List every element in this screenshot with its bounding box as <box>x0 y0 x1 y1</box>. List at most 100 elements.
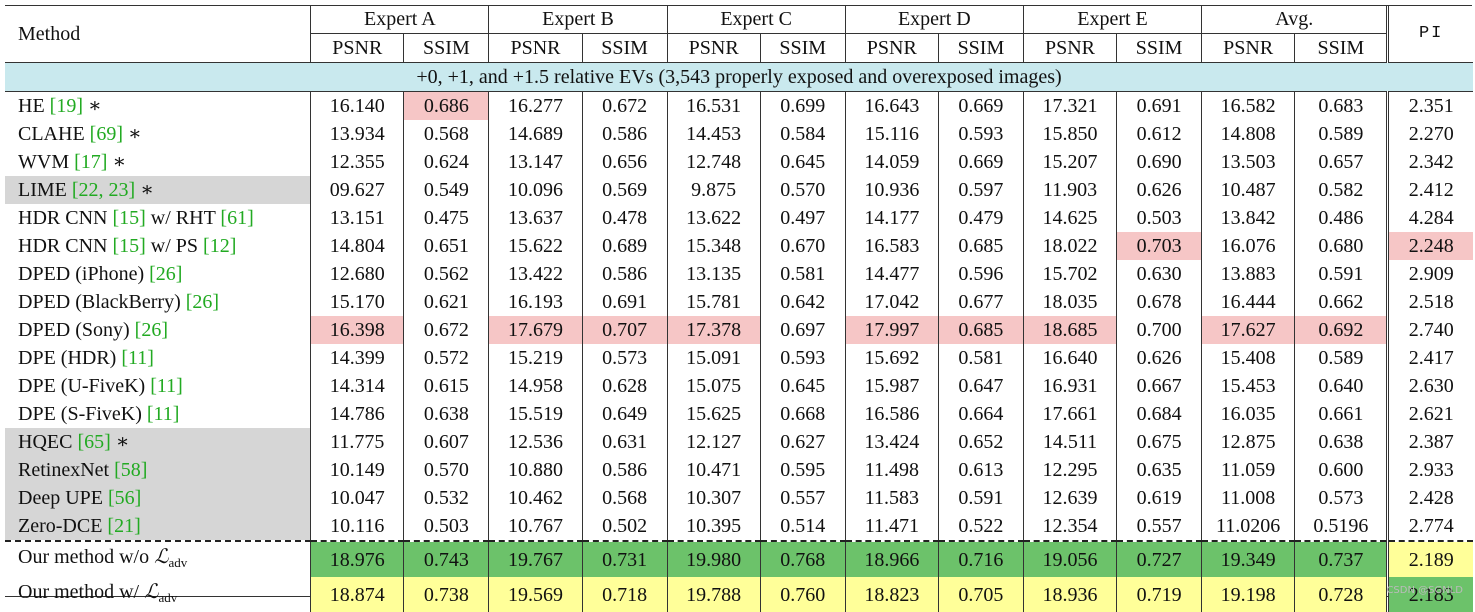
ssim-value: 0.683 <box>1294 91 1388 120</box>
ssim-value: 0.532 <box>403 484 489 512</box>
ssim-value: 0.727 <box>1116 540 1202 577</box>
ssim-value: 0.557 <box>1116 512 1202 542</box>
psnr-value: 16.583 <box>844 232 939 260</box>
ssim-value: 0.647 <box>937 372 1024 400</box>
psnr-value: 15.519 <box>488 400 583 428</box>
table-row: LIME [22, 23] ∗ 09.627 0.549 10.096 0.569 9.8… <box>5 176 1473 204</box>
ssim-value: 0.503 <box>403 512 489 542</box>
psnr-value: 15.702 <box>1022 260 1117 288</box>
table-row: Our method w/ ℒadv 18.874 0.738 19.569 0.718… <box>5 577 1473 612</box>
method-name: LIME <box>18 179 72 201</box>
ssim-value: 0.569 <box>581 176 668 204</box>
psnr-value: 15.692 <box>844 344 939 372</box>
method-variant: w/ PS <box>145 235 204 257</box>
citation: [15] <box>112 207 146 229</box>
psnr-value: 12.875 <box>1201 428 1295 456</box>
loss-subscript: adv <box>168 555 188 570</box>
ssim-value: 0.657 <box>1294 148 1388 176</box>
method-name: Our method w/ <box>18 581 145 603</box>
ssim-header: SSIM <box>1116 33 1202 63</box>
pi-header: PI <box>1386 5 1473 63</box>
method-variant: w/ RHT <box>145 207 221 229</box>
method-cell: DPE (S-FiveK) [11] <box>5 400 311 428</box>
ssim-value: 0.522 <box>937 512 1024 542</box>
citation: [12] <box>203 235 237 257</box>
psnr-value: 11.008 <box>1201 484 1295 512</box>
psnr-value: 16.140 <box>310 91 404 120</box>
method-cell: DPED (BlackBerry) [26] <box>5 288 311 316</box>
psnr-value: 15.850 <box>1022 120 1117 148</box>
ssim-value: 0.630 <box>1116 260 1202 288</box>
pi-value: 2.387 <box>1386 428 1473 456</box>
psnr-value: 14.958 <box>488 372 583 400</box>
ssim-header: SSIM <box>1294 33 1388 63</box>
method-cell: DPE (U-FiveK) [11] <box>5 372 311 400</box>
psnr-value: 17.321 <box>1022 91 1117 120</box>
psnr-value: 11.775 <box>310 428 404 456</box>
pi-value: 2.270 <box>1386 120 1473 148</box>
ssim-value: 0.672 <box>403 316 489 344</box>
ssim-value: 0.568 <box>403 120 489 148</box>
method-cell: HDR CNN [15] w/ RHT [61] <box>5 204 311 232</box>
pi-value: 2.412 <box>1386 176 1473 204</box>
psnr-value: 15.219 <box>488 344 583 372</box>
psnr-value: 19.788 <box>666 577 761 612</box>
pi-value: 2.774 <box>1386 512 1473 542</box>
ssim-value: 0.607 <box>403 428 489 456</box>
psnr-header: PSNR <box>666 33 761 63</box>
psnr-value: 19.056 <box>1022 540 1117 577</box>
psnr-value: 17.661 <box>1022 400 1117 428</box>
ssim-value: 0.621 <box>403 288 489 316</box>
ssim-value: 0.5196 <box>1294 512 1388 542</box>
expert-b-header: Expert B <box>488 5 668 34</box>
ssim-value: 0.690 <box>1116 148 1202 176</box>
pi-value: 2.428 <box>1386 484 1473 512</box>
loss-symbol: ℒ <box>144 579 159 603</box>
ssim-value: 0.638 <box>403 400 489 428</box>
psnr-value: 15.116 <box>844 120 939 148</box>
psnr-value: 16.931 <box>1022 372 1117 400</box>
table-row: WVM [17] ∗ 12.355 0.624 13.147 0.656 12.748 0.… <box>5 148 1473 176</box>
ssim-value: 0.589 <box>1294 344 1388 372</box>
ssim-value: 0.664 <box>937 400 1024 428</box>
psnr-value: 14.625 <box>1022 204 1117 232</box>
ssim-value: 0.661 <box>1294 400 1388 428</box>
psnr-value: 18.976 <box>310 540 404 577</box>
ssim-value: 0.584 <box>759 120 846 148</box>
psnr-value: 10.047 <box>310 484 404 512</box>
psnr-value: 13.934 <box>310 120 404 148</box>
psnr-value: 12.680 <box>310 260 404 288</box>
method-cell: HQEC [65] ∗ <box>5 428 311 456</box>
psnr-value: 13.622 <box>666 204 761 232</box>
method-cell: LIME [22, 23] ∗ <box>5 176 311 204</box>
psnr-value: 16.398 <box>310 316 404 344</box>
ssim-value: 0.692 <box>1294 316 1388 344</box>
ssim-value: 0.502 <box>581 512 668 542</box>
table-row: DPE (HDR) [11] 14.399 0.572 15.219 0.573 15.0… <box>5 344 1473 372</box>
psnr-value: 14.477 <box>844 260 939 288</box>
psnr-value: 12.295 <box>1022 456 1117 484</box>
ssim-value: 0.570 <box>403 456 489 484</box>
method-name: Zero-DCE <box>18 515 108 537</box>
ssim-value: 0.697 <box>759 316 846 344</box>
ssim-value: 0.549 <box>403 176 489 204</box>
citation: [69] <box>89 123 123 145</box>
psnr-value: 13.842 <box>1201 204 1295 232</box>
ssim-value: 0.640 <box>1294 372 1388 400</box>
ssim-value: 0.581 <box>937 344 1024 372</box>
star-mark: ∗ <box>83 95 102 117</box>
ssim-value: 0.675 <box>1116 428 1202 456</box>
ssim-value: 0.597 <box>937 176 1024 204</box>
psnr-value: 13.422 <box>488 260 583 288</box>
pi-value: 2.351 <box>1386 91 1473 120</box>
pi-value: 2.909 <box>1386 260 1473 288</box>
star-mark: ∗ <box>135 179 154 201</box>
method-cell: Our method w/o ℒadv <box>5 540 311 577</box>
ssim-value: 0.707 <box>581 316 668 344</box>
psnr-value: 17.679 <box>488 316 583 344</box>
ssim-value: 0.619 <box>1116 484 1202 512</box>
psnr-value: 14.786 <box>310 400 404 428</box>
psnr-value: 13.151 <box>310 204 404 232</box>
ssim-value: 0.638 <box>1294 428 1388 456</box>
ssim-value: 0.669 <box>937 148 1024 176</box>
